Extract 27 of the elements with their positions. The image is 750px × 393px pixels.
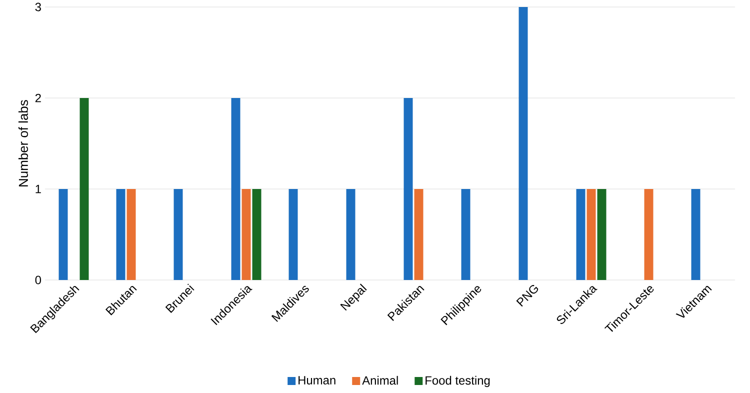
y-axis-title: Number of labs: [18, 100, 28, 186]
y-tick-label: 2: [35, 94, 41, 102]
bar: [80, 98, 89, 280]
legend-label: Food testing: [426, 376, 490, 388]
bar: [586, 189, 596, 280]
bar: [691, 189, 700, 280]
bar: [461, 189, 470, 280]
y-tick-label: 0: [35, 276, 42, 284]
bar: [288, 189, 298, 280]
bar: [518, 7, 528, 280]
bar: [126, 189, 136, 280]
bar: [231, 98, 240, 280]
bar: [404, 98, 413, 280]
bar: [174, 189, 183, 280]
legend-label: Human: [298, 376, 336, 384]
bar: [242, 189, 251, 280]
bar: [346, 189, 356, 280]
bar: [644, 189, 654, 280]
y-tick-label: 1: [36, 184, 41, 194]
bar: [116, 189, 126, 280]
bar: [576, 189, 586, 280]
bar: [597, 189, 606, 280]
y-tick-label: 3: [35, 2, 41, 12]
legend-label: Animal: [362, 376, 398, 385]
bar: [58, 189, 68, 280]
bar: [252, 189, 262, 280]
bar: [414, 189, 424, 280]
